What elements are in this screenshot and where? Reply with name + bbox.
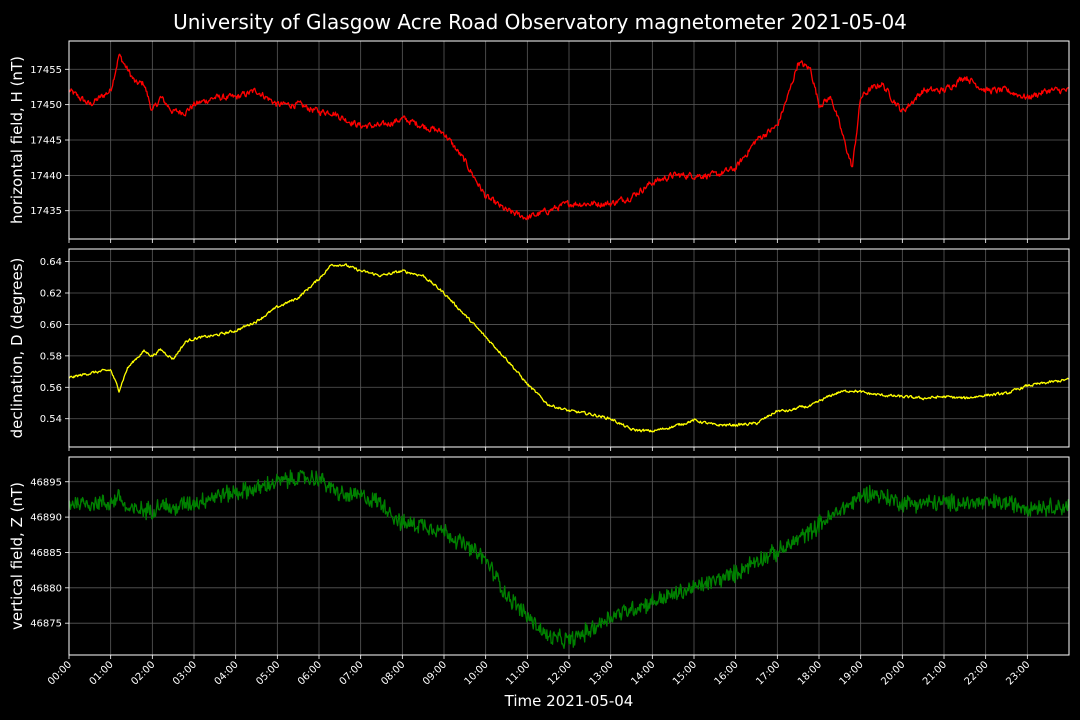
y-tick-label: 17450 — [30, 100, 62, 111]
y-tick-label: 46880 — [30, 583, 62, 594]
y-tick-label: 17445 — [30, 136, 62, 147]
series-line-D — [68, 263, 1070, 433]
y-tick-label: 0.58 — [40, 351, 62, 362]
panel-frame — [68, 456, 1070, 656]
y-axis-label: vertical field, Z (nT) — [8, 482, 26, 630]
panel-D: 0.54 0.56 0.58 0.60 0.62 0.64 declination, D (… — [8, 248, 1070, 451]
y-tick-label: 0.54 — [40, 414, 62, 425]
y-tick-label: 17435 — [30, 206, 62, 217]
y-tick-label: 46895 — [30, 477, 62, 488]
x-axis-label: Time 2021-05-04 — [504, 692, 634, 710]
chart-title: University of Glasgow Acre Road Observat… — [173, 10, 907, 34]
y-axis-label: declination, D (degrees) — [8, 258, 26, 439]
y-tick-label: 46890 — [30, 513, 62, 524]
series-line-H — [68, 53, 1070, 221]
y-tick-label: 17455 — [30, 65, 62, 76]
panel-frame — [68, 248, 1070, 448]
y-tick-label: 46885 — [30, 548, 62, 559]
y-tick-label: 0.60 — [40, 320, 62, 331]
y-tick-label: 0.64 — [40, 257, 62, 268]
y-tick-label: 0.62 — [40, 289, 62, 300]
y-axis-label: horizontal field, H (nT) — [8, 56, 26, 224]
y-tick-label: 0.56 — [40, 383, 62, 394]
y-tick-label: 46875 — [30, 619, 62, 630]
series-line-Z — [68, 469, 1070, 649]
y-tick-label: 17440 — [30, 171, 62, 182]
panel-H: 17435 17440 17445 17450 17455 horizontal fiel… — [8, 40, 1070, 243]
panel-frame — [68, 40, 1070, 240]
